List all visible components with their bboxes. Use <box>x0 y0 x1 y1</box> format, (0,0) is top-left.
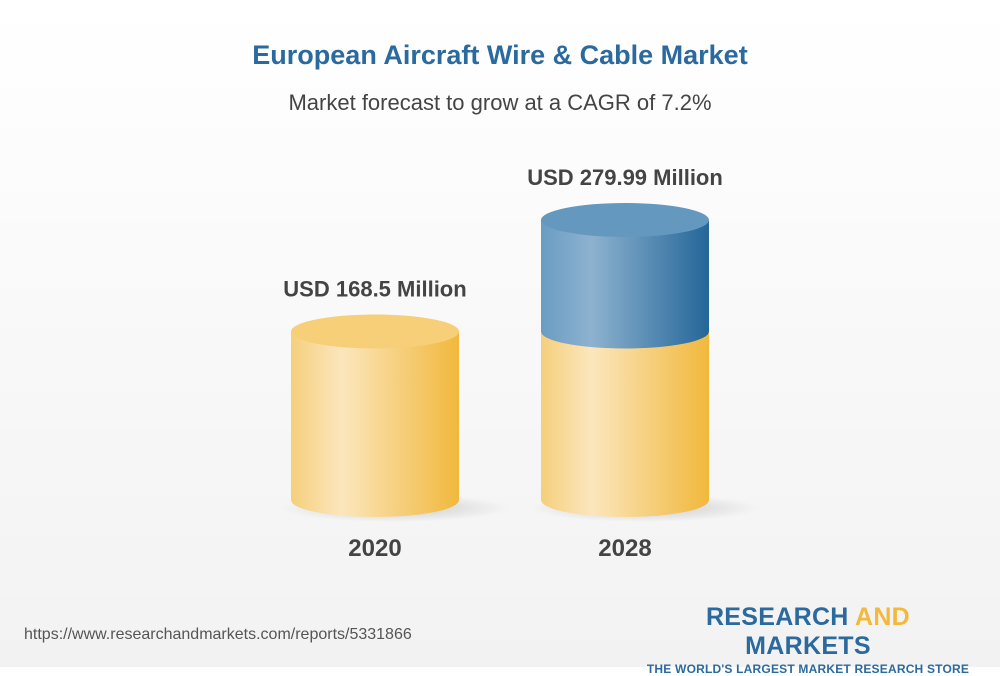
chart-title: European Aircraft Wire & Cable Market <box>252 40 748 70</box>
category-label: 2028 <box>598 535 651 562</box>
research-and-markets-logo: RESEARCH AND MARKETS THE WORLD'S LARGEST… <box>646 603 970 676</box>
bar-base-2020 <box>291 331 459 517</box>
data-label: USD 168.5 Million <box>283 277 466 302</box>
bar-base-2028 <box>541 331 709 517</box>
bar-growth-2028 <box>541 220 709 349</box>
source-url[interactable]: https://www.researchandmarkets.com/repor… <box>24 626 412 643</box>
category-label: 2020 <box>348 535 401 562</box>
bar-top-2020 <box>291 314 459 349</box>
chart-subtitle: Market forecast to grow at a CAGR of 7.2… <box>288 90 712 115</box>
bar-top-2028 <box>541 203 709 238</box>
data-label: USD 279.99 Million <box>527 165 723 190</box>
